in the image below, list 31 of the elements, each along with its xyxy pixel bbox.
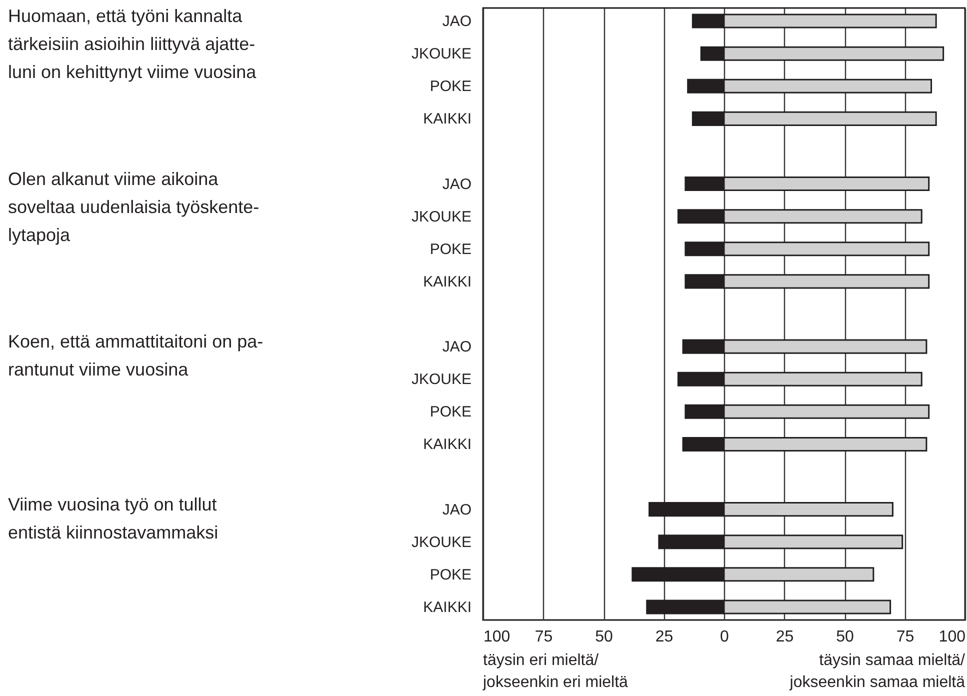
text: Olen alkanut viime aikoina soveltaa uudenlaisia työskente- lytapoja [8, 168, 260, 245]
x-tick-label: 75 [534, 628, 553, 646]
x-tick-label: 100 [484, 628, 510, 646]
x-tick-label: 75 [896, 628, 914, 646]
text: täysin eri mieltä/ jokseenkin eri mieltä [482, 652, 628, 691]
y-tick-label: POKE [430, 240, 472, 258]
y-tick-label: KAIKKI [423, 273, 472, 290]
x-tick-label: 100 [938, 628, 966, 646]
y-tick-label: JAO [442, 176, 472, 193]
y-tick-label: KAIKKI [423, 598, 472, 616]
y-tick-label: KAIKKI [423, 436, 472, 454]
y-tick-label: POKE [430, 404, 472, 421]
y-tick-label: JAO [442, 338, 472, 356]
y-tick-label: JAO [442, 13, 472, 30]
x-tick-label: 25 [655, 628, 674, 646]
y-tick-label: KAIKKI [423, 110, 472, 128]
y-tick-label: POKE [430, 78, 472, 96]
y-tick-label: JKOUKE [411, 534, 472, 551]
y-tick-label: JKOUKE [411, 208, 472, 226]
y-tick-label: POKE [430, 566, 472, 584]
x-tick-label: 50 [836, 628, 854, 646]
x-tick-label: 25 [776, 628, 794, 646]
y-tick-label: JKOUKE [411, 371, 472, 388]
text: Viime vuosina työ on tullut entistä kiinnostavammaksi [8, 494, 218, 542]
x-tick-label: 50 [595, 628, 613, 646]
text: Koen, että ammattitaitoni on pa- rantunut viime vuosina [8, 332, 264, 380]
y-tick-label: JAO [442, 501, 472, 518]
text: Huomaan, että työni kannalta tärkeisiin asioihin liittyvä ajatte- luni on kehittynyt viime vuosina [8, 6, 258, 82]
text: täysin samaa mieltä/ jokseenkin samaa mieltä [788, 652, 966, 691]
y-tick-label: JKOUKE [411, 46, 472, 63]
x-tick-label: 0 [720, 628, 730, 646]
